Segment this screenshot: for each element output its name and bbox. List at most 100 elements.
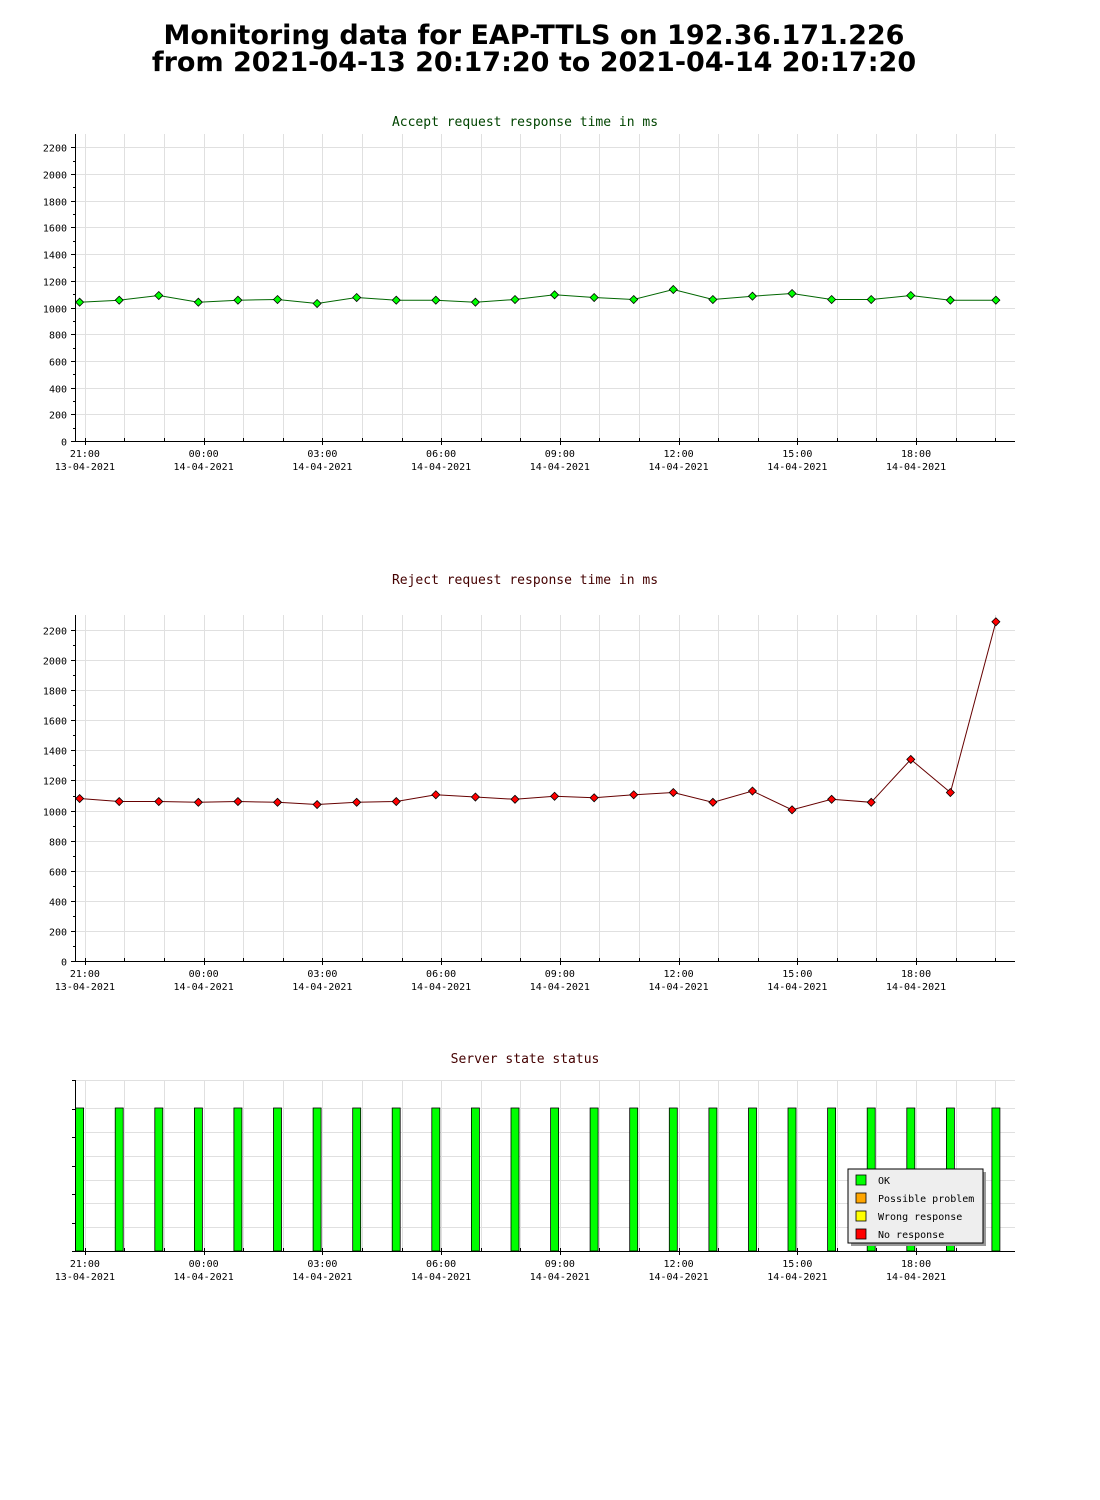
x-tick-label-time: 15:00 [782, 449, 812, 460]
x-tick-label-date: 14-04-2021 [530, 1272, 590, 1283]
y-tick-label: 1600 [43, 224, 67, 235]
data-point [991, 617, 1001, 627]
data-point [154, 796, 164, 807]
data-point [75, 793, 85, 804]
chart-title: Reject request response time in ms [392, 573, 658, 588]
x-tick-label-time: 00:00 [189, 1259, 219, 1270]
status-bar [510, 1107, 520, 1252]
legend-label: No response [878, 1230, 944, 1241]
x-tick-label-time: 03:00 [307, 1259, 337, 1270]
data-point [589, 292, 599, 303]
chart-3: Server state status 21:00 13-04-2021 00:00 1… [55, 1052, 1015, 1283]
status-bar [550, 1107, 559, 1252]
x-tick-label-time: 06:00 [426, 1259, 456, 1270]
x-tick-label-date: 14-04-2021 [886, 462, 946, 473]
x-tick-label-date: 14-04-2021 [767, 982, 827, 993]
data-point [629, 790, 639, 800]
data-point [510, 794, 520, 804]
y-tick-label: 1000 [43, 305, 67, 316]
data-point [787, 805, 797, 815]
data-point [312, 799, 322, 810]
x-tick-label-time: 00:00 [189, 449, 219, 460]
chart-1: Accept request response time in ms 21:00 1… [43, 115, 1015, 473]
x-tick-label-time: 18:00 [901, 969, 931, 980]
data-point [991, 295, 1001, 305]
status-bar [154, 1107, 164, 1252]
y-tick-label: 1400 [43, 251, 67, 262]
data-point [75, 297, 85, 307]
x-tick-label-date: 14-04-2021 [530, 982, 590, 993]
status-bar [193, 1107, 203, 1252]
status-bar [589, 1107, 599, 1252]
x-tick-label-time: 18:00 [901, 449, 931, 460]
legend-swatch [855, 1192, 867, 1204]
data-point [272, 797, 283, 807]
data-point [589, 793, 599, 803]
data-point [114, 796, 124, 807]
status-bar [233, 1107, 243, 1252]
status-bar [827, 1107, 836, 1252]
status-bar [431, 1107, 441, 1252]
y-tick-label: 1200 [43, 777, 67, 788]
data-point [906, 754, 916, 764]
x-tick-label-date: 14-04-2021 [530, 462, 590, 473]
data-point [906, 290, 916, 301]
data-point [431, 790, 441, 800]
x-tick-label-date: 13-04-2021 [55, 982, 115, 993]
status-bar [114, 1107, 124, 1252]
x-tick-label-time: 15:00 [782, 1259, 812, 1270]
y-tick-label: 600 [49, 868, 67, 879]
y-tick-label: 200 [49, 411, 67, 422]
y-tick-label: 200 [49, 928, 67, 939]
data-point [945, 295, 955, 305]
x-tick-label-time: 09:00 [545, 1259, 575, 1270]
status-bar [75, 1107, 84, 1252]
y-tick-label: 2200 [43, 627, 67, 638]
status-bar [787, 1107, 797, 1252]
grid [75, 134, 1015, 442]
status-bar [273, 1107, 282, 1252]
x-tick-label-time: 03:00 [307, 969, 337, 980]
x-tick-label-date: 14-04-2021 [648, 982, 708, 993]
x-tick-label-time: 06:00 [426, 449, 456, 460]
x-tick-label-time: 06:00 [426, 969, 456, 980]
legend: OK Possible problem Wrong response No respo… [847, 1168, 986, 1246]
legend-label: Wrong response [878, 1212, 962, 1223]
x-tick-label-time: 12:00 [664, 969, 694, 980]
legend-swatch [855, 1174, 867, 1186]
data-point [431, 295, 441, 305]
data-point [668, 284, 678, 295]
y-tick-label: 800 [49, 838, 67, 849]
status-bar [312, 1107, 322, 1252]
data-point [708, 797, 718, 807]
x-tick-label-time: 09:00 [545, 969, 575, 980]
chart-title: Server state status [451, 1052, 600, 1067]
data-point [470, 297, 480, 307]
x-tick-label-date: 14-04-2021 [648, 462, 708, 473]
x-tick-label-time: 21:00 [70, 449, 100, 460]
data-point [747, 291, 758, 301]
status-bar [991, 1107, 1001, 1252]
data-point [114, 295, 124, 305]
x-tick-label-date: 14-04-2021 [648, 1272, 708, 1283]
x-tick-label-date: 13-04-2021 [55, 1272, 115, 1283]
status-bar [352, 1107, 362, 1252]
x-tick-label-date: 14-04-2021 [174, 982, 234, 993]
status-bar [629, 1107, 639, 1252]
y-tick-label: 800 [49, 331, 67, 342]
x-tick-label-time: 09:00 [545, 449, 575, 460]
data-point [708, 294, 718, 305]
data-point [233, 796, 243, 807]
data-point [668, 787, 678, 798]
x-tick-label-date: 14-04-2021 [174, 462, 234, 473]
y-tick-label: 400 [49, 898, 67, 909]
x-tick-label-time: 18:00 [901, 1259, 931, 1270]
x-tick-label-date: 14-04-2021 [292, 462, 352, 473]
y-tick-label: 2200 [43, 144, 67, 155]
page-title-line1: Monitoring data for EAP-TTLS on 192.36.1… [163, 20, 905, 51]
data-point [510, 294, 520, 305]
x-tick-label-time: 21:00 [70, 1259, 100, 1270]
x-tick-label-date: 14-04-2021 [174, 1272, 234, 1283]
x-tick-label-date: 14-04-2021 [767, 1272, 827, 1283]
